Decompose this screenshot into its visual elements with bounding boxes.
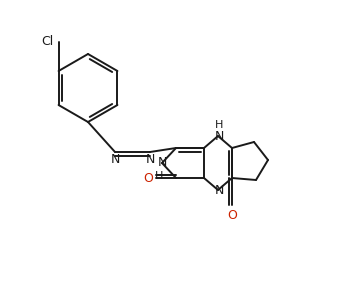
Text: Cl: Cl (41, 35, 54, 48)
Text: H: H (155, 171, 163, 181)
Text: N: N (110, 153, 120, 166)
Text: N: N (214, 183, 224, 196)
Text: O: O (227, 209, 237, 222)
Text: O: O (143, 171, 153, 185)
Text: N: N (214, 130, 224, 143)
Text: N: N (145, 153, 155, 166)
Text: H: H (215, 120, 223, 130)
Text: N: N (157, 156, 167, 170)
